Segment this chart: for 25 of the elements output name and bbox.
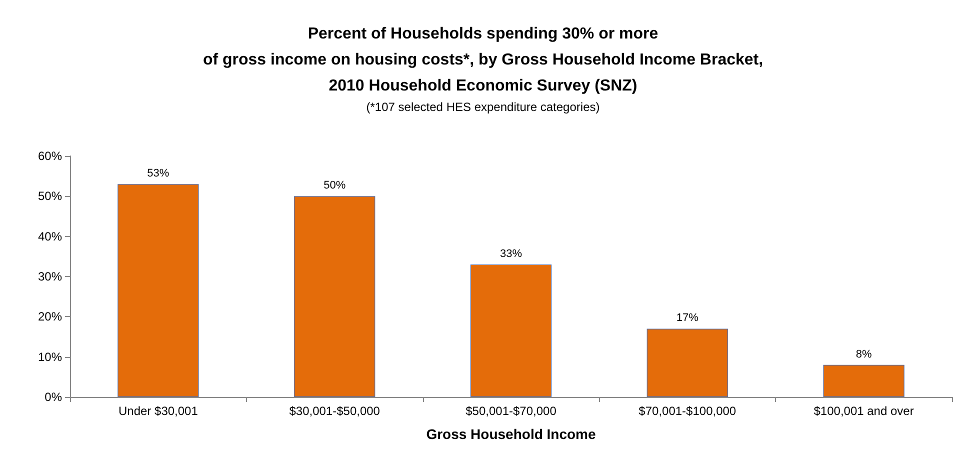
y-tick-label: 40% [38,229,62,244]
y-tick-label: 60% [38,149,62,163]
data-label: 33% [500,248,522,260]
x-tick-label: $100,001 and over [814,404,914,418]
bar [646,328,728,397]
y-tick-label: 10% [38,350,62,364]
bar [470,264,552,397]
chart-subtitle: (*107 selected HES expenditure categories) [366,100,600,114]
data-label: 50% [324,180,346,192]
data-label: 53% [147,168,170,180]
y-tick-label: 30% [38,270,62,284]
data-label: 8% [856,348,872,360]
y-tick-label: 20% [38,310,62,324]
bar [823,364,904,397]
bar [294,196,376,397]
chart-title: Percent of Households spending 30% or more of gross income on housing costs*, by Gross Household Income Bracket, 2010 Household Economic Survey (SNZ) [202,26,764,94]
bar [118,184,199,397]
x-tick-label: $30,001-$50,000 [289,404,380,418]
x-tick-label: $70,001-$100,000 [638,404,736,418]
y-tick-label: 0% [44,390,62,404]
x-tick-label: Under $30,001 [118,404,198,418]
x-tick-label: $50,001-$70,000 [466,404,557,418]
x-axis-title: Gross Household Income [426,426,596,442]
y-tick-label: 50% [38,189,62,204]
data-label: 17% [676,312,699,324]
